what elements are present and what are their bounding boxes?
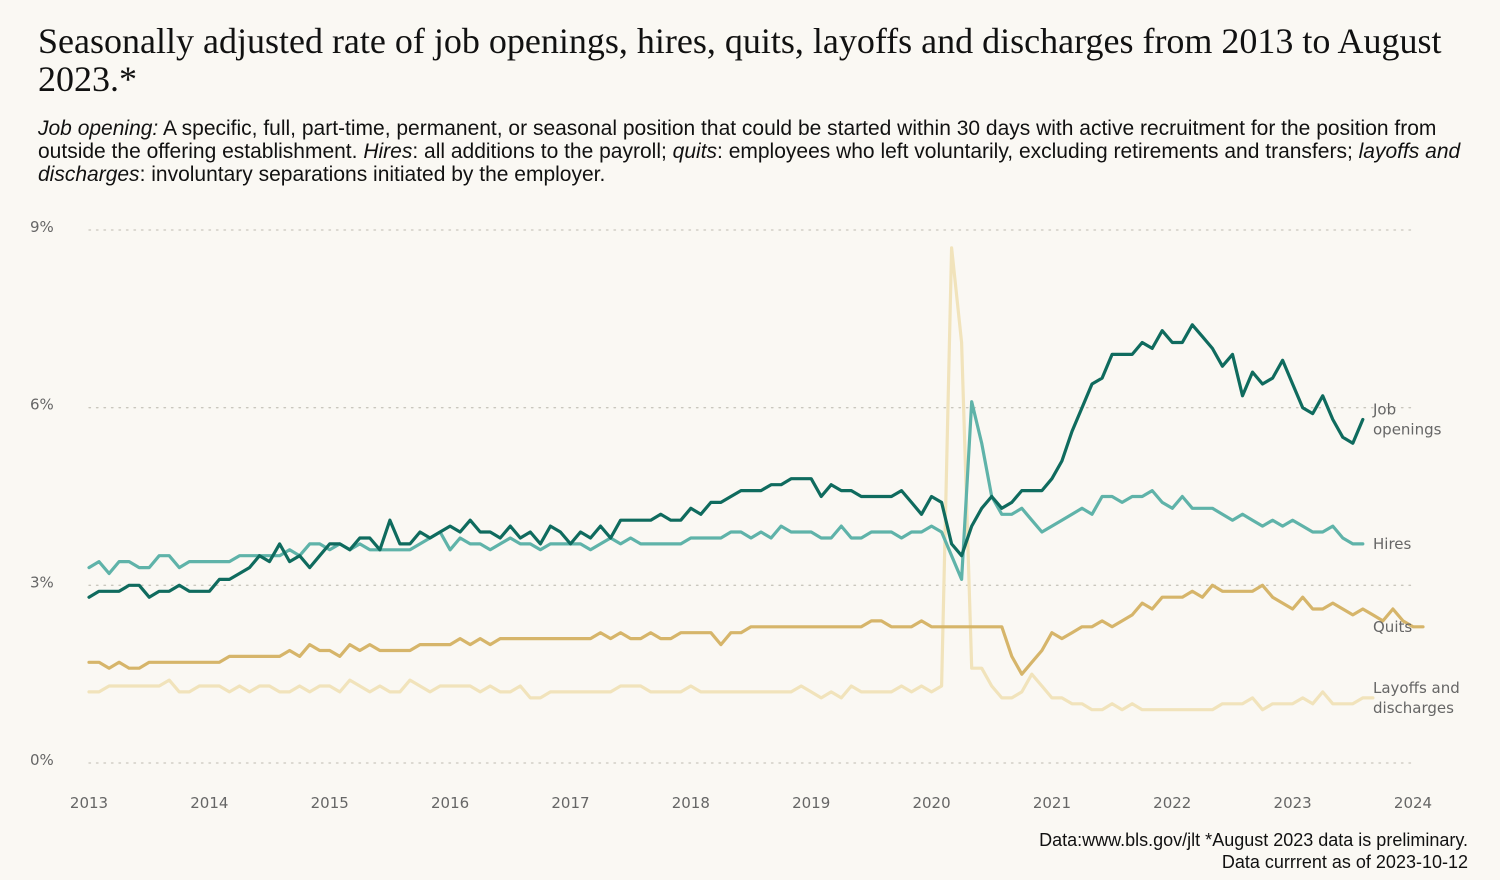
source-line-1: Data:www.bls.gov/jlt *August 2023 data i… — [1039, 830, 1468, 850]
y-tick-label: 3% — [30, 573, 54, 591]
series-label-job-openings: Job openings — [1372, 401, 1442, 439]
source-line-2: Data currrent as of 2023-10-12 — [1221, 852, 1468, 872]
series-line-quits — [87, 583, 1425, 676]
x-tick-label: 2024 — [1394, 794, 1432, 812]
grid-lines — [88, 229, 1414, 764]
subtitle-term-layoffs: layoffs and discharges — [38, 140, 1461, 186]
series-line-layoffs-and-discharges — [87, 246, 1375, 712]
x-tick-label: 2020 — [912, 794, 950, 812]
x-tick-label: 2014 — [190, 794, 228, 812]
chart-title: Seasonally adjusted rate of job openings… — [38, 21, 1442, 99]
source-note: Data:www.bls.gov/jlt *August 2023 data i… — [1039, 829, 1468, 873]
x-tick-label: 2015 — [311, 794, 349, 812]
series-label-quits: Quits — [1373, 618, 1412, 636]
subtitle-term-hires: Hires — [363, 140, 413, 163]
x-tick-label: 2013 — [70, 794, 108, 812]
subtitle-term-quits: quits — [672, 140, 718, 163]
x-tick-label: 2021 — [1033, 794, 1071, 812]
subtitle-text-quits: : employees who left voluntarily, exclud… — [717, 140, 1359, 163]
x-tick-label: 2022 — [1153, 794, 1191, 812]
subtitle-text-layoffs: : involuntary separations initiated by t… — [139, 163, 606, 186]
series-label-line: Job — [1372, 401, 1396, 419]
series-label-line: discharges — [1373, 699, 1454, 717]
x-tick-label: 2019 — [792, 794, 830, 812]
series-label-layoffs-and-discharges: Layoffs and discharges — [1373, 679, 1460, 717]
series-line-job-openings — [87, 323, 1365, 599]
series-labels: Layoffs and discharges Quits Hires Job openin… — [1372, 401, 1460, 717]
y-tick-label: 6% — [30, 396, 54, 414]
chart-subtitle: Job opening: A specific, full, part-time… — [38, 117, 1478, 186]
subtitle-term-job-opening: Job opening: — [38, 117, 159, 140]
x-tick-label: 2016 — [431, 794, 469, 812]
x-axis-ticks: 2013 2014 2015 2016 2017 2018 2019 2020 2021 2022… — [70, 794, 1432, 812]
series-label-line: openings — [1373, 421, 1442, 439]
series-lines — [87, 246, 1425, 712]
x-tick-label: 2018 — [672, 794, 710, 812]
y-tick-label: 0% — [30, 751, 54, 769]
subtitle-text-hires: : all additions to the payroll; — [412, 140, 673, 163]
series-label-hires: Hires — [1373, 535, 1412, 553]
subtitle-text-job-opening: A specific, full, part-time, permanent, … — [38, 117, 1437, 163]
y-tick-label: 9% — [30, 218, 54, 236]
series-label-line: Hires — [1373, 535, 1412, 553]
x-tick-label: 2017 — [551, 794, 589, 812]
series-label-line: Layoffs and — [1373, 679, 1460, 697]
x-tick-label: 2023 — [1274, 794, 1312, 812]
series-line-hires — [87, 400, 1365, 582]
y-axis-ticks: 0% 3% 6% 9% — [30, 218, 54, 769]
series-label-line: Quits — [1373, 618, 1412, 636]
